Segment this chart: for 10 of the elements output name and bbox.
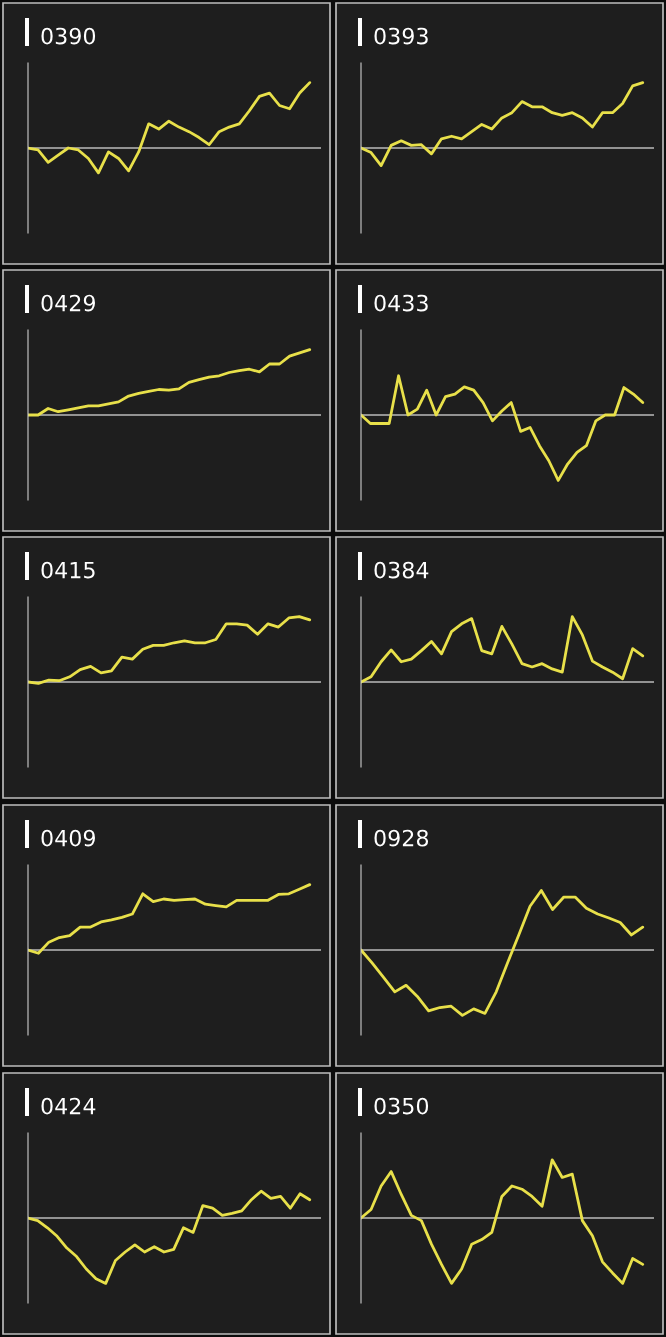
- chart-title: 0928: [374, 829, 429, 847]
- chart-title: 0393: [374, 27, 428, 45]
- chart-title: 0433: [374, 294, 428, 312]
- chart-title: 0384: [374, 561, 429, 579]
- chart-title: 0415: [41, 561, 95, 579]
- chart-title: 0424: [41, 1097, 96, 1115]
- chart-title: 0390: [41, 27, 96, 45]
- chart-title: 0350: [374, 1097, 429, 1115]
- chart-title: 0429: [41, 294, 95, 312]
- chart-title: 0409: [41, 829, 95, 847]
